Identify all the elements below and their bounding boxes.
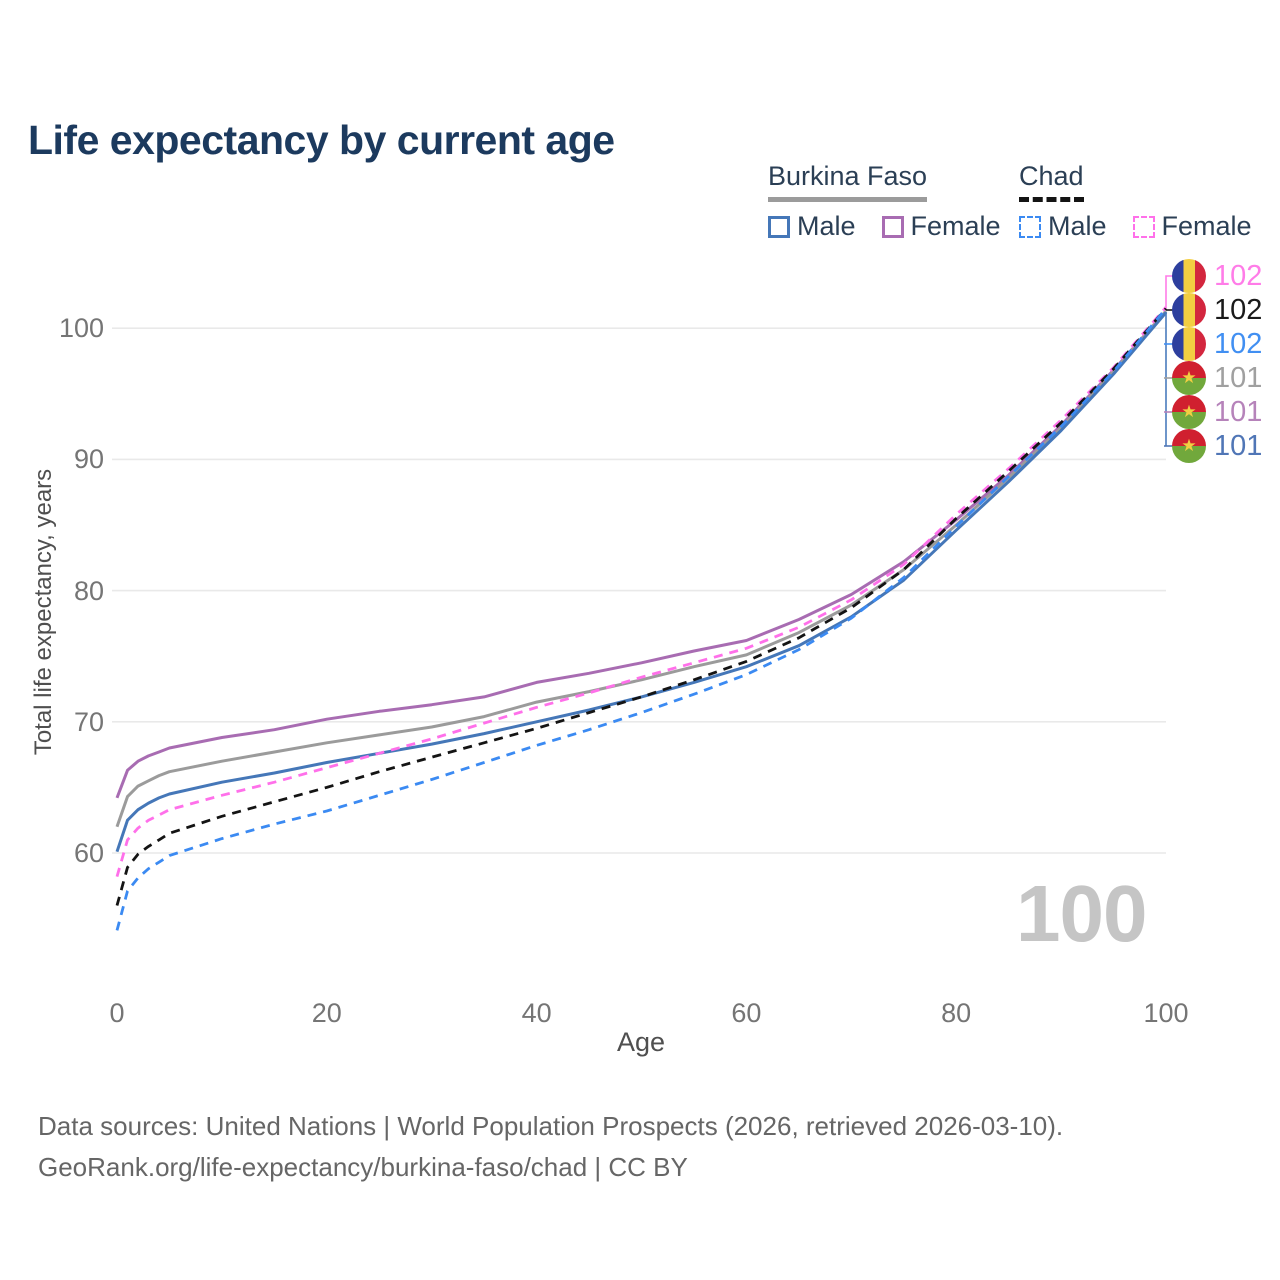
end-label-row[interactable]: 102 xyxy=(1172,259,1262,293)
leader-line xyxy=(1165,275,1173,308)
end-value-label: 102 xyxy=(1214,293,1263,326)
end-value-label: 102 xyxy=(1214,327,1263,360)
series-line-burkina-faso-male[interactable] xyxy=(115,311,1168,853)
end-value-label: 101 xyxy=(1214,361,1263,394)
y-tick-label: 70 xyxy=(73,706,104,737)
dashed-blue-swatch-icon xyxy=(1019,215,1041,238)
x-axis-title: Age xyxy=(616,1027,666,1057)
legend-item-burkina-faso-female[interactable]: Female xyxy=(881,211,1001,242)
solid-blue-swatch-icon xyxy=(768,215,790,238)
footer-data-sources: Data sources: United Nations | World Pop… xyxy=(38,1111,1064,1141)
end-label-row[interactable]: 102 xyxy=(1172,293,1262,327)
y-tick-label: 90 xyxy=(73,444,104,475)
x-tick-label: 100 xyxy=(1143,998,1189,1028)
legend-item-label: Female xyxy=(910,211,1001,241)
chad-flag-icon xyxy=(1172,293,1206,327)
series-line-burkina-faso-both-sexes[interactable] xyxy=(115,310,1168,828)
burkina-faso-flag-icon: ★ xyxy=(1172,395,1206,429)
series-line-burkina-faso-female[interactable] xyxy=(115,310,1168,799)
legend-item-chad-male[interactable]: Male xyxy=(1019,211,1107,242)
dashed-pink-swatch-icon xyxy=(1132,215,1155,238)
end-value-label: 101 xyxy=(1214,429,1263,462)
legend-group-burkina-faso: Burkina Faso Male Female xyxy=(768,161,1001,242)
chad-flag-icon xyxy=(1172,259,1206,293)
legend-header-chad[interactable]: Chad xyxy=(1019,161,1084,202)
y-tick-label: 80 xyxy=(73,575,104,606)
star-icon: ★ xyxy=(1181,401,1197,421)
end-label-row[interactable]: ★ 101 xyxy=(1172,361,1262,395)
star-icon: ★ xyxy=(1181,367,1197,387)
legend-group-chad: Chad Male Female xyxy=(1019,161,1252,242)
y-tick-label: 60 xyxy=(73,838,104,868)
burkina-faso-flag-icon: ★ xyxy=(1172,429,1206,463)
footer-url: GeoRank.org/life-expectancy/burkina-faso… xyxy=(38,1152,688,1182)
chart-title: Life expectancy by current age xyxy=(28,117,615,164)
star-icon: ★ xyxy=(1181,435,1197,455)
x-tick-label: 20 xyxy=(311,998,342,1028)
legend-item-chad-female[interactable]: Female xyxy=(1132,211,1252,242)
legend-item-burkina-faso-male[interactable]: Male xyxy=(768,211,856,242)
end-label-row[interactable]: 102 xyxy=(1172,327,1262,361)
end-value-label: 102 xyxy=(1214,259,1263,292)
series-line-chad-male[interactable] xyxy=(115,307,1168,931)
age-watermark: 100 xyxy=(1016,869,1147,958)
series-line-chad-female[interactable] xyxy=(115,306,1168,877)
legend-item-label: Male xyxy=(1048,211,1107,241)
end-label-row[interactable]: ★ 101 xyxy=(1172,429,1262,463)
x-tick-label: 40 xyxy=(521,998,552,1028)
end-label-row[interactable]: ★ 101 xyxy=(1172,395,1262,429)
end-value-label: 101 xyxy=(1214,395,1263,428)
burkina-faso-flag-icon: ★ xyxy=(1172,361,1206,395)
x-tick-label: 60 xyxy=(731,998,762,1028)
x-tick-label: 80 xyxy=(941,998,972,1028)
series-line-chad-both-sexes[interactable] xyxy=(115,307,1168,906)
chad-flag-icon xyxy=(1172,327,1206,361)
legend-item-label: Male xyxy=(797,211,856,241)
legend-header-burkina-faso[interactable]: Burkina Faso xyxy=(768,161,928,202)
y-tick-label: 100 xyxy=(58,313,104,344)
footer: Data sources: United Nations | World Pop… xyxy=(38,1106,1063,1188)
legend-item-label: Female xyxy=(1161,211,1252,241)
solid-purple-swatch-icon xyxy=(881,215,904,238)
x-tick-label: 0 xyxy=(109,998,125,1028)
